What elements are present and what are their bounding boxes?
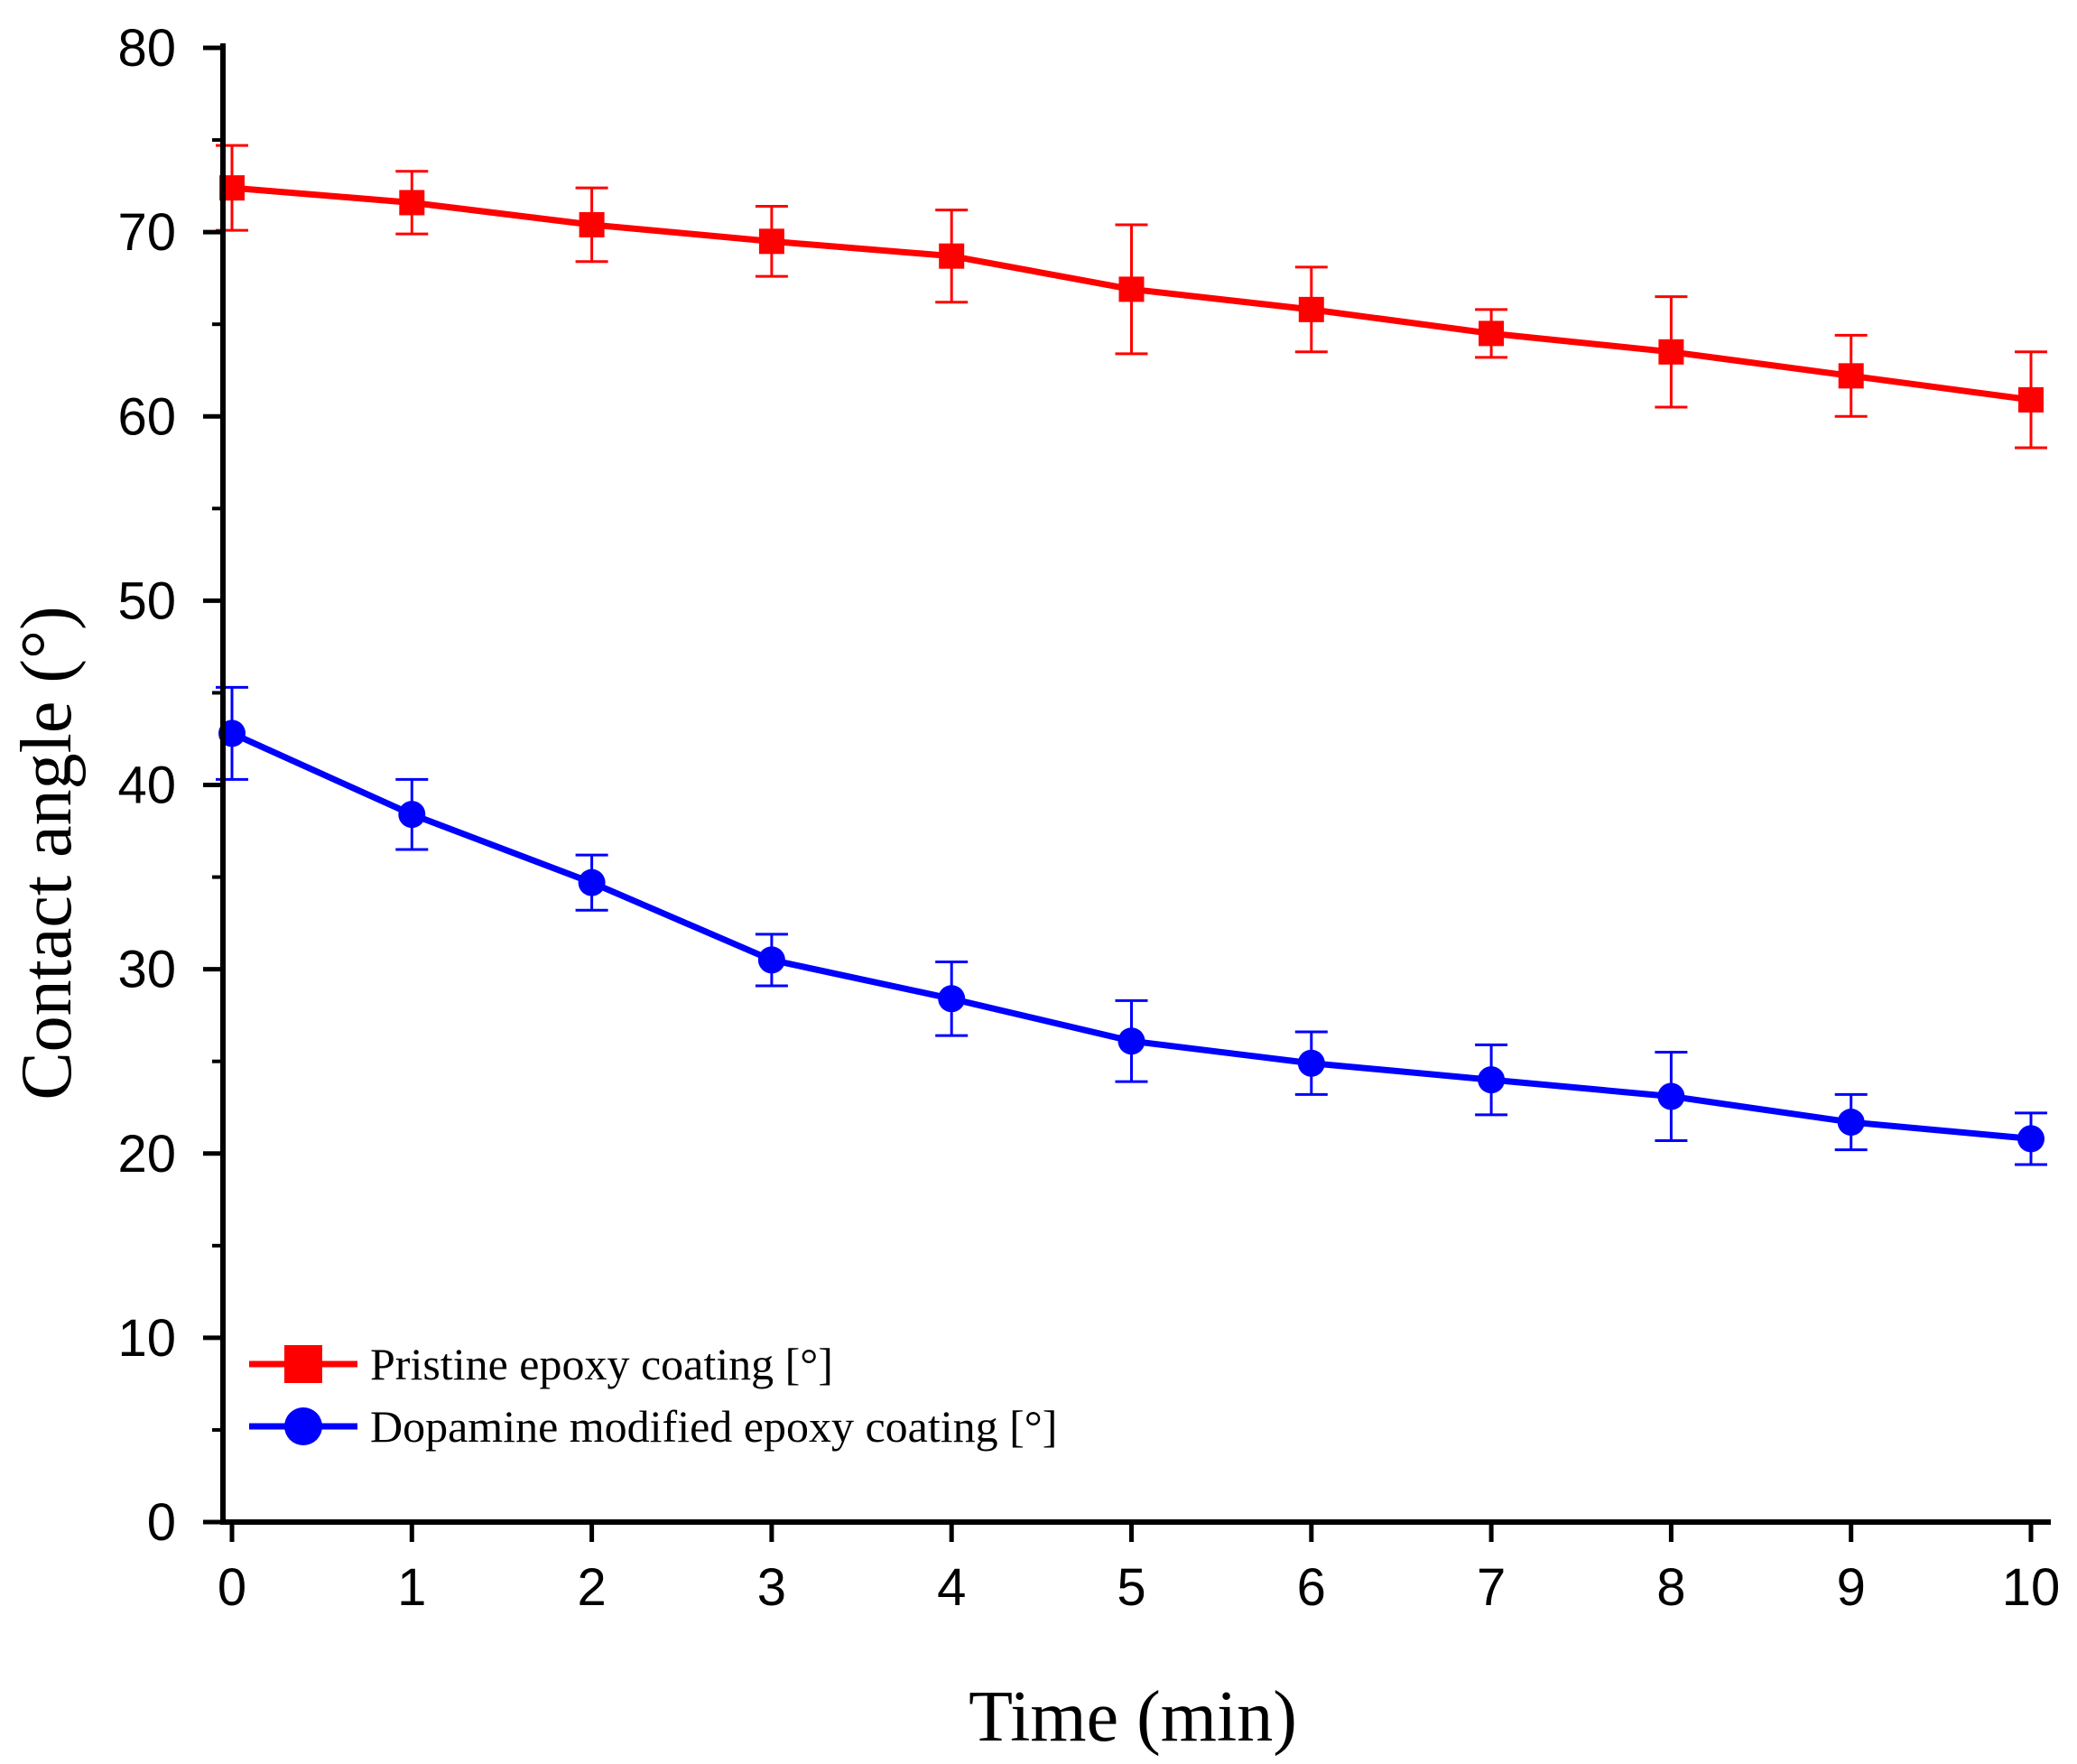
data-point-dopamine <box>1117 1027 1145 1055</box>
data-point-dopamine <box>1478 1066 1506 1094</box>
data-point-pristine <box>1298 296 1324 322</box>
axes: 0 10 20 30 40 50 60 70 80 0 1 2 3 4 5 6 7 8 9 10 <box>117 19 2060 1617</box>
data-point-dopamine <box>578 868 606 896</box>
data-point-dopamine <box>2017 1125 2045 1153</box>
y-tick-label: 50 <box>117 571 176 630</box>
x-tick-label: 5 <box>1117 1558 1145 1617</box>
data-point-pristine <box>758 228 784 255</box>
data-point-pristine <box>939 243 965 269</box>
legend: Pristine epoxy coating [°] Dopamine modi… <box>249 1339 1057 1452</box>
x-tick-label: 7 <box>1477 1558 1506 1617</box>
y-tick-label: 20 <box>117 1125 176 1184</box>
data-point-pristine <box>1658 339 1684 365</box>
y-tick-label: 30 <box>117 941 176 999</box>
data-point-dopamine <box>938 985 966 1013</box>
x-tick-label: 4 <box>937 1558 966 1617</box>
legend-marker-pristine <box>284 1345 322 1383</box>
x-axis-title: Time (min) <box>969 1677 1297 1757</box>
x-tick-label: 1 <box>397 1558 426 1617</box>
legend-entry-pristine: Pristine epoxy coating [°] <box>249 1339 833 1389</box>
x-tick-label: 10 <box>2002 1558 2061 1617</box>
y-tick-label: 10 <box>117 1309 176 1368</box>
x-tick-label: 6 <box>1297 1558 1326 1617</box>
legend-label-pristine: Pristine epoxy coating [°] <box>370 1339 833 1389</box>
data-point-pristine <box>2018 386 2044 413</box>
x-tick-label: 3 <box>757 1558 786 1617</box>
data-point-pristine <box>1838 363 1864 389</box>
data-point-dopamine <box>398 801 426 829</box>
y-tick-label: 0 <box>147 1493 176 1552</box>
x-tick-label: 9 <box>1837 1558 1866 1617</box>
data-point-dopamine <box>1297 1049 1325 1077</box>
data-point-dopamine <box>757 946 785 974</box>
y-tick-label: 70 <box>117 203 176 262</box>
data-point-pristine <box>399 190 425 216</box>
legend-marker-dopamine <box>284 1407 322 1445</box>
plot-area <box>216 144 2047 1166</box>
data-point-pristine <box>1479 320 1505 347</box>
data-point-pristine <box>1118 276 1145 302</box>
x-tick-label: 0 <box>218 1558 246 1617</box>
data-point-dopamine <box>1657 1082 1685 1110</box>
y-tick-label: 60 <box>117 387 176 446</box>
y-axis-title: Contact angle (°) <box>7 606 87 1100</box>
x-tick-label: 8 <box>1656 1558 1685 1617</box>
x-tick-label: 2 <box>577 1558 606 1617</box>
legend-label-dopamine: Dopamine modified epoxy coating [°] <box>370 1401 1057 1452</box>
data-point-pristine <box>579 211 605 237</box>
y-tick-label: 40 <box>117 757 176 815</box>
data-point-dopamine <box>1837 1109 1865 1137</box>
y-tick-label: 80 <box>117 19 176 78</box>
legend-entry-dopamine: Dopamine modified epoxy coating [°] <box>249 1401 1057 1452</box>
